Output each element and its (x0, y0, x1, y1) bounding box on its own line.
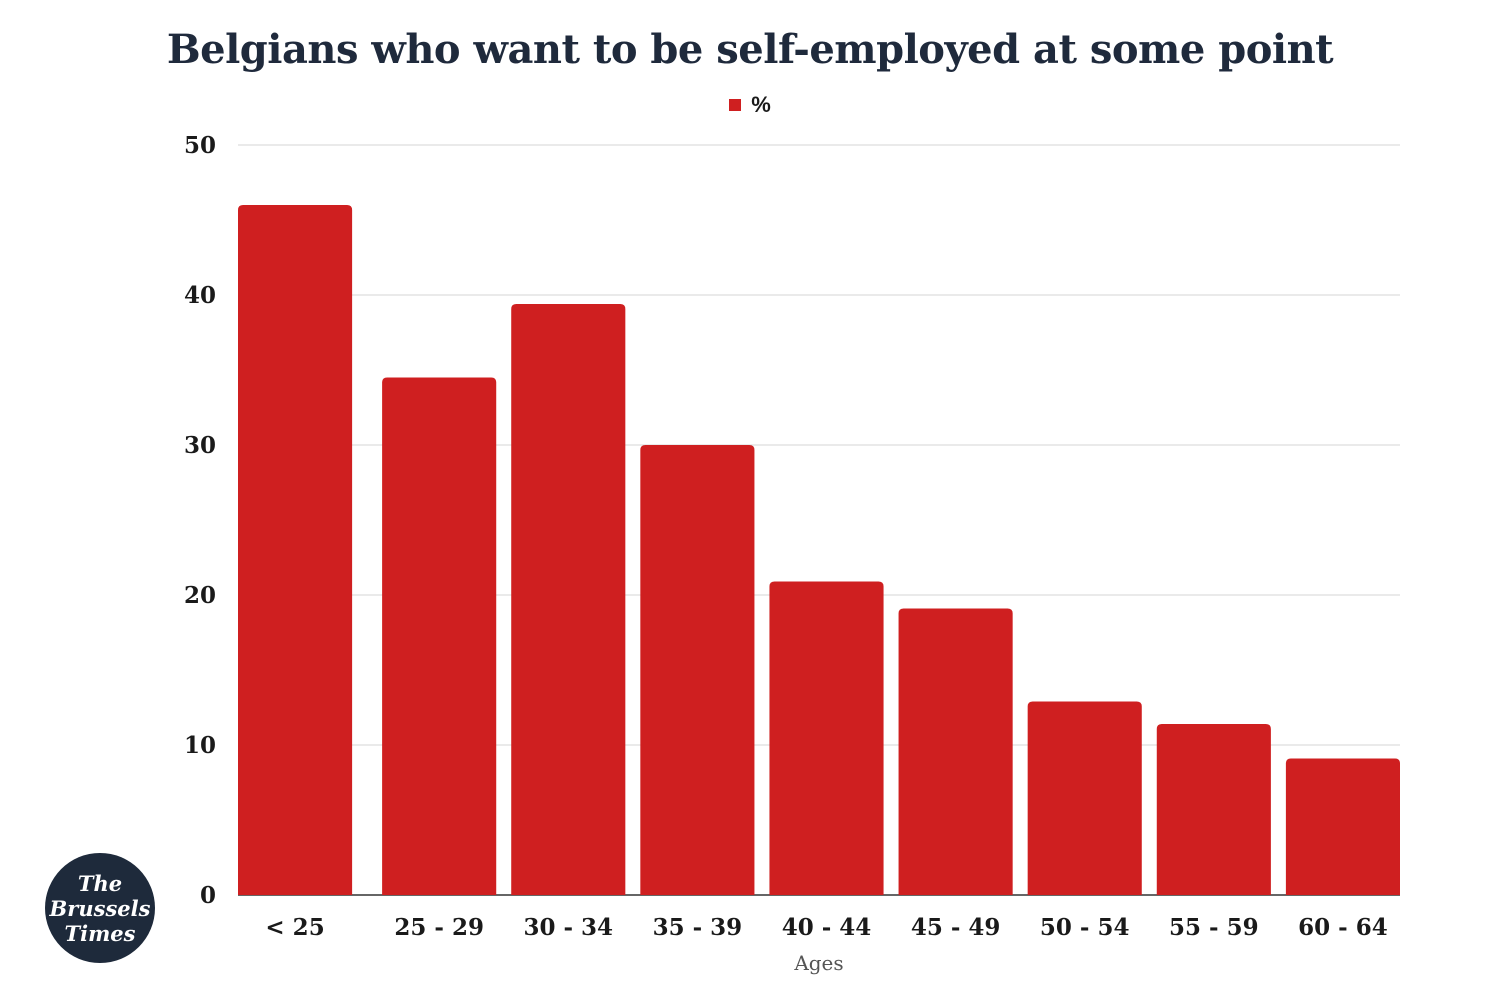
chart-title: Belgians who want to be self-employed at… (166, 26, 1334, 73)
y-tick-label: 50 (184, 132, 216, 159)
x-tick-label: 60 - 64 (1298, 914, 1388, 941)
x-axis-ticks: < 25 25 - 29 30 - 34 35 - 39 40 - 44 45 - 49 5… (265, 914, 1387, 941)
y-tick-label: 0 (200, 882, 216, 909)
brand-logo: The Brussels Times (45, 853, 155, 963)
bar (382, 377, 497, 895)
x-tick-label: < 25 (265, 914, 324, 941)
bar (1285, 758, 1400, 895)
x-tick-label: 45 - 49 (911, 914, 1001, 941)
y-tick-label: 40 (184, 282, 216, 309)
bar (511, 304, 626, 895)
y-tick-label: 20 (184, 582, 216, 609)
y-tick-label: 10 (184, 732, 216, 759)
bar (1027, 701, 1142, 895)
x-tick-label: 50 - 54 (1040, 914, 1130, 941)
bar (640, 445, 755, 895)
x-tick-label: 40 - 44 (782, 914, 872, 941)
x-tick-label: 30 - 34 (523, 914, 613, 941)
x-tick-label: 35 - 39 (653, 914, 743, 941)
bar (1156, 724, 1271, 895)
logo-line: Times (64, 920, 136, 946)
x-tick-label: 55 - 59 (1169, 914, 1259, 941)
logo-line: Brussels (49, 895, 151, 921)
logo-line: The (77, 870, 123, 896)
legend-label: % (751, 92, 771, 117)
bar (898, 608, 1013, 895)
legend: % (0, 92, 1500, 118)
bars (238, 205, 1400, 895)
y-axis-ticks: 0 10 20 30 40 50 (184, 132, 216, 909)
y-tick-label: 30 (184, 432, 216, 459)
bar (238, 205, 353, 895)
bar (769, 581, 884, 895)
legend-swatch (729, 99, 742, 111)
x-axis-label: Ages (794, 951, 844, 975)
x-tick-label: 25 - 29 (394, 914, 484, 941)
